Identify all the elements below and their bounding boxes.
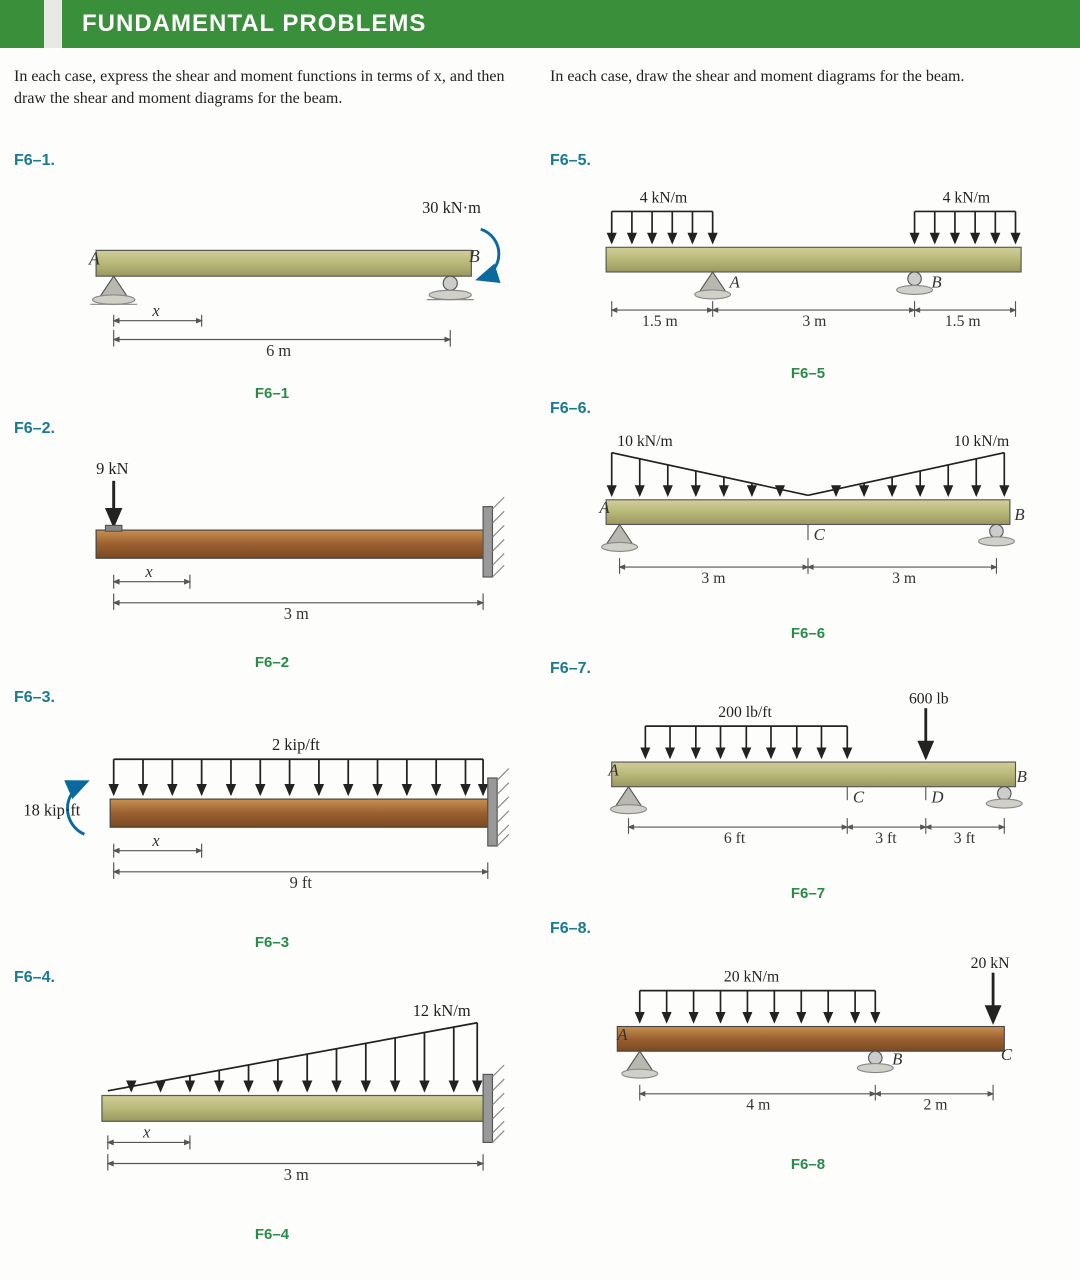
svg-text:4 kN/m: 4 kN/m [640,189,688,206]
svg-text:B: B [1017,767,1027,786]
problem-number: F6–2. [14,420,530,438]
svg-text:C: C [814,526,826,545]
problem-f6-7: F6–7. 200 lb/ft 600 lb [550,660,1066,902]
right-instructions: In each case, draw the shear and moment … [550,66,1066,136]
figure-caption: F6–6 [550,625,1066,642]
svg-text:1.5 m: 1.5 m [642,313,678,330]
svg-text:10 kN/m: 10 kN/m [954,433,1009,450]
figure-caption: F6–5 [550,365,1066,382]
svg-text:A: A [616,1025,628,1044]
svg-text:x: x [142,1123,151,1142]
svg-text:D: D [930,788,943,807]
svg-text:9 kN: 9 kN [96,459,129,478]
svg-text:10 kN/m: 10 kN/m [617,433,672,450]
svg-text:x: x [144,562,153,581]
svg-text:B: B [469,246,480,266]
diagram-f6-1: A B 30 kN·m x 6 m [14,180,530,379]
svg-text:3 m: 3 m [284,605,309,624]
svg-text:A: A [598,499,610,518]
svg-text:3 ft: 3 ft [954,830,976,847]
right-column: In each case, draw the shear and moment … [550,66,1066,1261]
content-columns: In each case, express the shear and mome… [0,66,1080,1281]
svg-text:x: x [151,301,160,320]
figure-caption: F6–4 [14,1226,530,1243]
figure-caption: F6–7 [550,885,1066,902]
left-instructions: In each case, express the shear and mome… [14,66,530,136]
header-gap [44,0,62,48]
svg-text:3 m: 3 m [892,570,916,587]
problem-f6-5: F6–5. 4 kN/m [550,152,1066,382]
diagram-f6-3: 2 kip/ft 18 kip·ft x [14,717,530,928]
problem-number: F6–8. [550,920,1066,938]
svg-text:600 lb: 600 lb [909,691,949,708]
problem-f6-2: F6–2. 9 kN x [14,420,530,670]
svg-text:B: B [892,1050,902,1069]
svg-text:3 m: 3 m [701,570,725,587]
header-accent [0,0,44,48]
header-title: FUNDAMENTAL PROBLEMS [62,0,1080,48]
svg-text:4 m: 4 m [746,1096,770,1113]
svg-text:3 ft: 3 ft [875,830,897,847]
diagram-f6-4: 12 kN/m x 3 m [14,997,530,1220]
svg-text:1.5 m: 1.5 m [945,313,981,330]
figure-caption: F6–1 [14,385,530,402]
svg-text:12 kN/m: 12 kN/m [413,1001,471,1020]
svg-text:A: A [88,248,100,268]
problem-number: F6–5. [550,152,1066,170]
svg-text:x: x [151,831,160,850]
svg-text:4 kN/m: 4 kN/m [943,189,991,206]
diagram-f6-5: 4 kN/m 4 kN/m A [550,180,1066,359]
diagram-f6-2: 9 kN x 3 m [14,448,530,647]
svg-text:2 kip/ft: 2 kip/ft [272,735,320,754]
problem-number: F6–4. [14,969,530,987]
svg-text:B: B [931,273,941,292]
problem-f6-4: F6–4. [14,969,530,1243]
diagram-f6-7: 200 lb/ft 600 lb A C D B [550,688,1066,879]
page-header: FUNDAMENTAL PROBLEMS [0,0,1080,48]
svg-text:200 lb/ft: 200 lb/ft [718,704,772,721]
svg-text:3 m: 3 m [802,313,826,330]
problem-number: F6–1. [14,152,530,170]
svg-text:30 kN·m: 30 kN·m [422,198,481,217]
svg-text:C: C [1001,1045,1013,1064]
svg-text:A: A [607,761,619,780]
problem-f6-8: F6–8. 20 kN/m [550,920,1066,1173]
figure-caption: F6–8 [550,1156,1066,1173]
problem-f6-6: F6–6. [550,400,1066,642]
svg-text:9 ft: 9 ft [290,873,313,892]
problem-f6-1: F6–1. A B 30 kN·m [14,152,530,402]
figure-caption: F6–3 [14,934,530,951]
svg-text:20 kN: 20 kN [971,955,1010,972]
svg-text:C: C [853,788,865,807]
problem-number: F6–7. [550,660,1066,678]
svg-text:20 kN/m: 20 kN/m [724,968,779,985]
problem-number: F6–6. [550,400,1066,418]
svg-text:6 m: 6 m [266,341,291,360]
figure-caption: F6–2 [14,654,530,671]
problem-f6-3: F6–3. [14,689,530,951]
left-column: In each case, express the shear and mome… [14,66,530,1261]
svg-text:3 m: 3 m [284,1165,309,1184]
svg-text:B: B [1014,505,1024,524]
svg-text:18 kip·ft: 18 kip·ft [23,800,80,819]
diagram-f6-6: 10 kN/m 10 kN/m A C B [550,428,1066,619]
svg-text:6 ft: 6 ft [724,830,746,847]
diagram-f6-8: 20 kN/m 20 kN A B C [550,948,1066,1150]
svg-text:2 m: 2 m [924,1096,948,1113]
svg-text:A: A [728,273,740,292]
problem-number: F6–3. [14,689,530,707]
